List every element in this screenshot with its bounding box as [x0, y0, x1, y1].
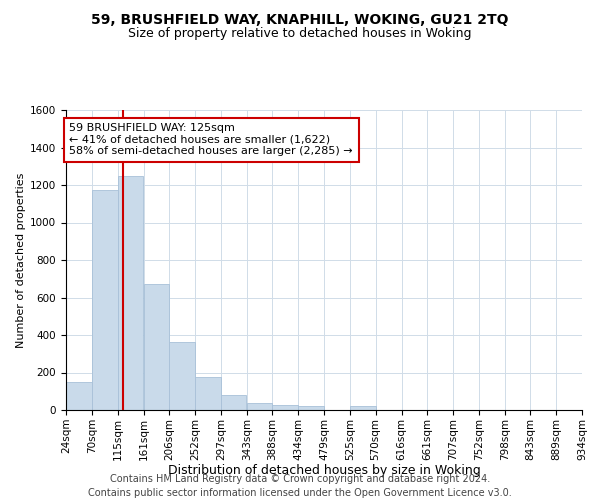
Bar: [169, 342, 195, 410]
Bar: [221, 395, 247, 410]
X-axis label: Distribution of detached houses by size in Woking: Distribution of detached houses by size …: [167, 464, 481, 477]
Y-axis label: Number of detached properties: Number of detached properties: [16, 172, 26, 348]
Bar: [143, 284, 169, 410]
Bar: [92, 190, 118, 410]
Bar: [247, 404, 272, 410]
Text: Size of property relative to detached houses in Woking: Size of property relative to detached ho…: [128, 28, 472, 40]
Text: 59 BRUSHFIELD WAY: 125sqm
← 41% of detached houses are smaller (1,622)
58% of se: 59 BRUSHFIELD WAY: 125sqm ← 41% of detac…: [70, 123, 353, 156]
Bar: [118, 176, 143, 410]
Bar: [298, 406, 324, 410]
Bar: [195, 377, 221, 410]
Bar: [272, 406, 298, 410]
Text: 59, BRUSHFIELD WAY, KNAPHILL, WOKING, GU21 2TQ: 59, BRUSHFIELD WAY, KNAPHILL, WOKING, GU…: [91, 12, 509, 26]
Bar: [350, 406, 376, 410]
Bar: [66, 382, 92, 410]
Text: Contains HM Land Registry data © Crown copyright and database right 2024.
Contai: Contains HM Land Registry data © Crown c…: [88, 474, 512, 498]
